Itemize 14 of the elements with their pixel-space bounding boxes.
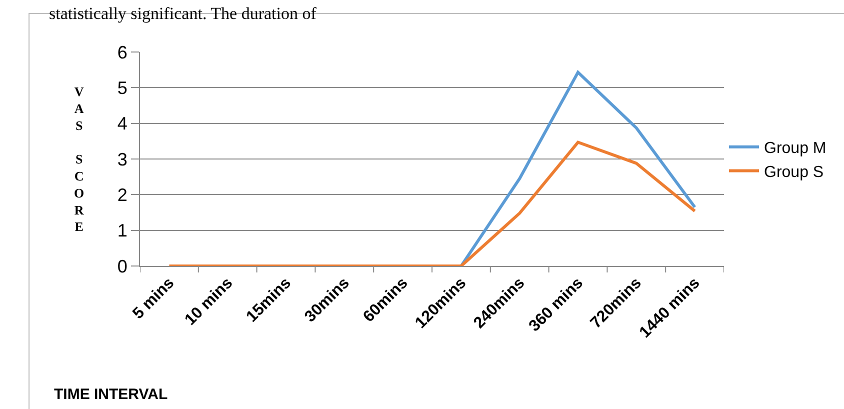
legend-label: Group S xyxy=(764,164,824,181)
y-tick-label: 0 xyxy=(117,256,128,276)
y-tick-label: 6 xyxy=(117,42,128,62)
text: VAS SCORE xyxy=(74,84,84,234)
line-series xyxy=(460,70,696,266)
line-series xyxy=(168,140,696,266)
y-tick-label: 1 xyxy=(117,220,128,241)
legend-label: Group M xyxy=(764,140,826,158)
text: statistically significant. The duration of xyxy=(49,4,317,23)
y-tick-label: 4 xyxy=(117,114,128,134)
x-axis-title: TIME INTERVAL xyxy=(54,386,168,403)
y-tick-label: 5 xyxy=(117,78,128,98)
y-tick-label: 2 xyxy=(117,184,128,205)
y-tick-label: 3 xyxy=(117,149,128,170)
